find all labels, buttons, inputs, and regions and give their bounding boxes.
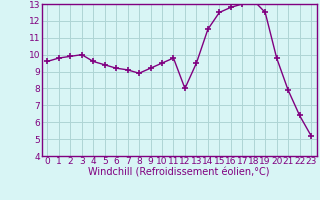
X-axis label: Windchill (Refroidissement éolien,°C): Windchill (Refroidissement éolien,°C) (88, 168, 270, 178)
